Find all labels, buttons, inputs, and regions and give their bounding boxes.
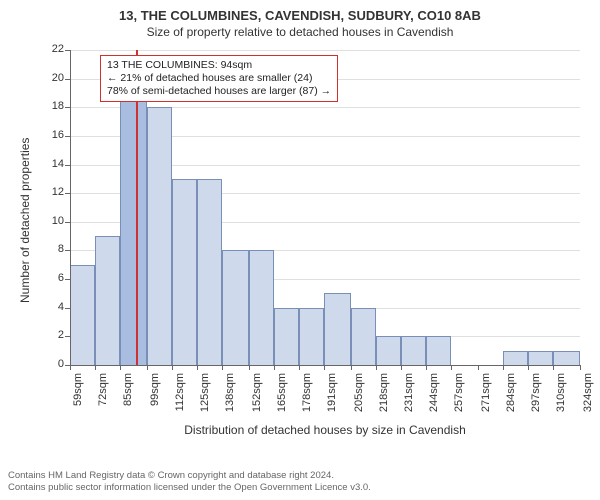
y-tick	[65, 79, 70, 80]
y-tick	[65, 279, 70, 280]
y-tick-label: 14	[40, 158, 64, 170]
histogram-bar	[147, 107, 172, 365]
y-tick-label: 0	[40, 358, 64, 370]
x-tick	[299, 365, 300, 370]
y-tick-label: 8	[40, 243, 64, 255]
histogram-bar	[324, 293, 351, 365]
x-tick	[324, 365, 325, 370]
y-tick	[65, 336, 70, 337]
y-axis-label: Number of detached properties	[18, 137, 32, 302]
x-tick	[503, 365, 504, 370]
x-tick-label: 59sqm	[72, 373, 84, 423]
annotation-line-2: ← 21% of detached houses are smaller (24…	[107, 72, 331, 85]
histogram-bar	[426, 336, 451, 365]
x-tick-label: 178sqm	[301, 373, 313, 423]
x-tick-label: 138sqm	[224, 373, 236, 423]
y-tick	[65, 50, 70, 51]
y-tick-label: 2	[40, 329, 64, 341]
y-tick	[65, 308, 70, 309]
histogram-bar	[401, 336, 426, 365]
x-tick	[70, 365, 71, 370]
y-tick	[65, 250, 70, 251]
histogram-bar	[299, 308, 324, 365]
x-tick-label: 231sqm	[403, 373, 415, 423]
x-tick	[426, 365, 427, 370]
x-tick-label: 244sqm	[428, 373, 440, 423]
x-tick	[451, 365, 452, 370]
x-tick	[478, 365, 479, 370]
x-tick-label: 271sqm	[480, 373, 492, 423]
x-tick-label: 112sqm	[174, 373, 186, 423]
x-tick-label: 284sqm	[505, 373, 517, 423]
x-tick	[528, 365, 529, 370]
x-tick	[197, 365, 198, 370]
x-tick	[553, 365, 554, 370]
x-tick	[274, 365, 275, 370]
y-tick	[65, 165, 70, 166]
grid-line	[70, 50, 580, 51]
x-tick-label: 152sqm	[251, 373, 263, 423]
x-tick-label: 218sqm	[378, 373, 390, 423]
histogram-bar	[503, 351, 528, 365]
histogram-bar	[553, 351, 580, 365]
x-tick-label: 297sqm	[530, 373, 542, 423]
histogram-bar	[274, 308, 299, 365]
x-tick	[580, 365, 581, 370]
y-tick-label: 4	[40, 301, 64, 313]
x-axis-label: Distribution of detached houses by size …	[70, 423, 580, 437]
annotation-line-1: 13 THE COLUMBINES: 94sqm	[107, 59, 331, 72]
y-tick	[65, 107, 70, 108]
x-tick	[351, 365, 352, 370]
y-axis-line	[70, 50, 71, 365]
y-tick-label: 6	[40, 272, 64, 284]
x-tick	[401, 365, 402, 370]
x-tick	[249, 365, 250, 370]
y-tick	[65, 193, 70, 194]
x-tick	[376, 365, 377, 370]
y-tick	[65, 365, 70, 366]
x-tick-label: 72sqm	[97, 373, 109, 423]
x-tick	[222, 365, 223, 370]
annotation-line-3: 78% of semi-detached houses are larger (…	[107, 85, 331, 98]
chart-title-main: 13, THE COLUMBINES, CAVENDISH, SUDBURY, …	[0, 8, 600, 23]
x-tick-label: 324sqm	[582, 373, 594, 423]
footer-line-1: Contains HM Land Registry data © Crown c…	[8, 470, 371, 482]
x-tick	[120, 365, 121, 370]
x-tick-label: 191sqm	[326, 373, 338, 423]
histogram-bar	[120, 79, 147, 365]
y-tick	[65, 136, 70, 137]
y-tick-label: 16	[40, 129, 64, 141]
histogram-bar	[528, 351, 553, 365]
histogram-bar	[376, 336, 401, 365]
y-tick-label: 22	[40, 43, 64, 55]
x-tick	[147, 365, 148, 370]
footer-line-2: Contains public sector information licen…	[8, 482, 371, 494]
x-tick-label: 125sqm	[199, 373, 211, 423]
x-tick-label: 99sqm	[149, 373, 161, 423]
histogram-bar	[222, 250, 249, 365]
x-tick-label: 257sqm	[453, 373, 465, 423]
x-tick-label: 310sqm	[555, 373, 567, 423]
chart-title-sub: Size of property relative to detached ho…	[0, 25, 600, 39]
histogram-bar	[197, 179, 222, 365]
y-tick-label: 10	[40, 215, 64, 227]
histogram-bar	[95, 236, 120, 365]
x-tick	[95, 365, 96, 370]
histogram-bar	[172, 179, 197, 365]
footer-attribution: Contains HM Land Registry data © Crown c…	[8, 470, 371, 494]
x-tick	[172, 365, 173, 370]
x-tick-label: 85sqm	[122, 373, 134, 423]
histogram-bar	[351, 308, 376, 365]
annotation-box: 13 THE COLUMBINES: 94sqm ← 21% of detach…	[100, 55, 338, 102]
y-tick-label: 20	[40, 72, 64, 84]
title-block: 13, THE COLUMBINES, CAVENDISH, SUDBURY, …	[0, 8, 600, 39]
y-tick-label: 18	[40, 100, 64, 112]
x-tick-label: 205sqm	[353, 373, 365, 423]
x-tick-label: 165sqm	[276, 373, 288, 423]
y-tick-label: 12	[40, 186, 64, 198]
histogram-bar	[249, 250, 274, 365]
histogram-bar	[70, 265, 95, 365]
y-tick	[65, 222, 70, 223]
